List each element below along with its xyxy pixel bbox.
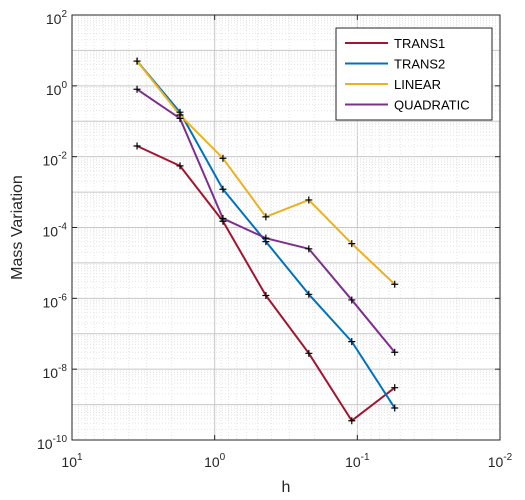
data-point-trans1 bbox=[262, 292, 270, 300]
data-point-trans2 bbox=[219, 185, 227, 193]
data-point-quadratic bbox=[176, 114, 184, 122]
axis-ticks bbox=[71, 14, 501, 441]
data-point-quadratic bbox=[391, 348, 399, 356]
plot-markers bbox=[133, 57, 399, 425]
data-point-quadratic bbox=[348, 296, 356, 304]
data-point-linear bbox=[305, 196, 313, 204]
data-point-linear bbox=[348, 240, 356, 248]
tick-labels: 101 100 10-1 10-210-1010-810-610-410-210010… bbox=[37, 9, 513, 470]
data-point-quadratic bbox=[305, 245, 313, 253]
data-point-quadratic bbox=[133, 85, 141, 93]
data-point-quadratic bbox=[219, 214, 227, 222]
grid bbox=[72, 15, 501, 441]
data-point-trans1 bbox=[305, 349, 313, 357]
data-point-trans2 bbox=[391, 404, 399, 412]
data-point-trans1 bbox=[348, 417, 356, 425]
data-point-linear bbox=[391, 280, 399, 288]
legend-label-quadratic: QUADRATIC bbox=[394, 98, 470, 113]
legend-label-trans1: TRANS1 bbox=[394, 36, 445, 51]
data-point-trans2 bbox=[348, 338, 356, 346]
legend-label-trans2: TRANS2 bbox=[394, 57, 445, 72]
data-point-linear bbox=[133, 57, 141, 65]
data-point-trans1 bbox=[176, 162, 184, 170]
legend-label-linear: LINEAR bbox=[394, 77, 441, 92]
data-point-linear bbox=[219, 154, 227, 162]
data-point-linear bbox=[262, 213, 270, 221]
y-axis-label: Mass Variation bbox=[9, 175, 26, 280]
legend: TRANS1 TRANS2 LINEAR QUADRATIC bbox=[335, 27, 493, 121]
data-point-trans2 bbox=[305, 290, 313, 298]
x-axis-label: h bbox=[282, 479, 291, 496]
data-point-trans1 bbox=[133, 142, 141, 150]
data-point-trans1 bbox=[391, 384, 399, 392]
data-point-quadratic bbox=[262, 234, 270, 242]
